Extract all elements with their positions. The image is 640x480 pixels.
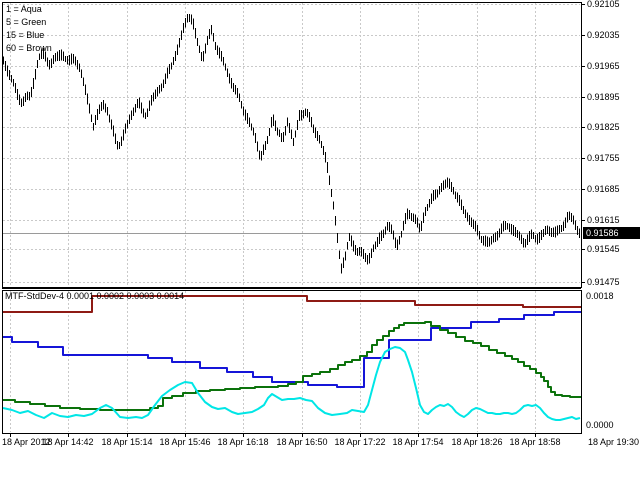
indicator-line-aqua [2, 346, 581, 421]
main-price-pane[interactable] [2, 2, 581, 287]
indicator-pane[interactable] [2, 290, 581, 433]
indicator-line-green [3, 321, 582, 411]
time-axis[interactable] [0, 434, 640, 450]
indicator-line-blue [3, 311, 581, 388]
indicator-line-brown [3, 295, 581, 313]
price-axis[interactable] [582, 0, 640, 434]
